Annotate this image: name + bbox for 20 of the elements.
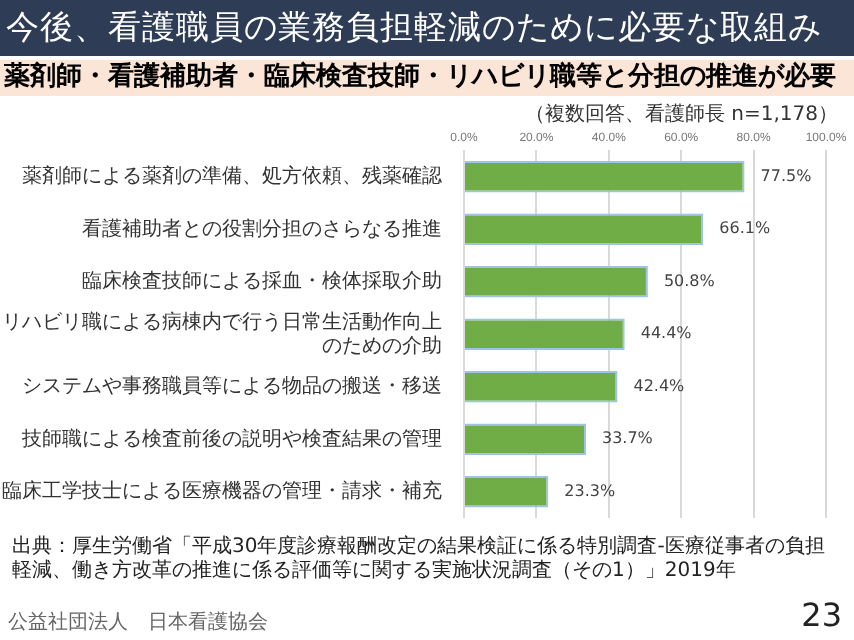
y-tick-label: 臨床検査技師による採血・検体採取介助	[82, 269, 442, 294]
text: （複数回答、看護師長 n=1,178）	[524, 101, 838, 128]
y-tick-label: 臨床工学技士による医療機器の管理・請求・補充	[2, 479, 442, 504]
chart-title: 今後、看護職員の業務負担軽減のために必要な取組み	[0, 0, 854, 56]
data-label: 23.3%	[564, 481, 616, 500]
y-tick-label: 技師職による検査前後の説明や検査結果の管理	[20, 426, 442, 451]
data-label: 66.1%	[719, 219, 771, 238]
text: 23	[801, 596, 842, 634]
data-label: 33.7%	[601, 429, 654, 448]
y-tick-label: リハビリ職による病棟内で行う日常生活動作向上のための介助	[2, 309, 442, 358]
chart-subtitle: 薬剤師・看護補助者・臨床検査技師・リハビリ職等と分担の推進が必要	[0, 60, 854, 96]
data-label: 50.8%	[663, 271, 716, 290]
data-label: 42.4%	[633, 376, 686, 395]
data-label: 77.5%	[760, 166, 813, 185]
data-label: 44.4%	[640, 324, 693, 343]
y-tick-label: 薬剤師による薬剤の準備、処方依頼、残薬確認	[22, 164, 442, 189]
text: 公益社団法人 日本看護協会	[8, 609, 268, 636]
y-tick-label: 看護補助者との役割分担のさらなる推進	[82, 216, 442, 241]
y-tick-label: システムや事務職員等による物品の搬送・移送	[22, 374, 442, 399]
source-note: 出典：厚生労働省「平成30年度診療報酬改定の結果検証に係る特別調査-医療従事者の負担軽減、働き方改革の推進に係る評価等に関する実施状況調査（その1）」2019年	[12, 536, 827, 584]
